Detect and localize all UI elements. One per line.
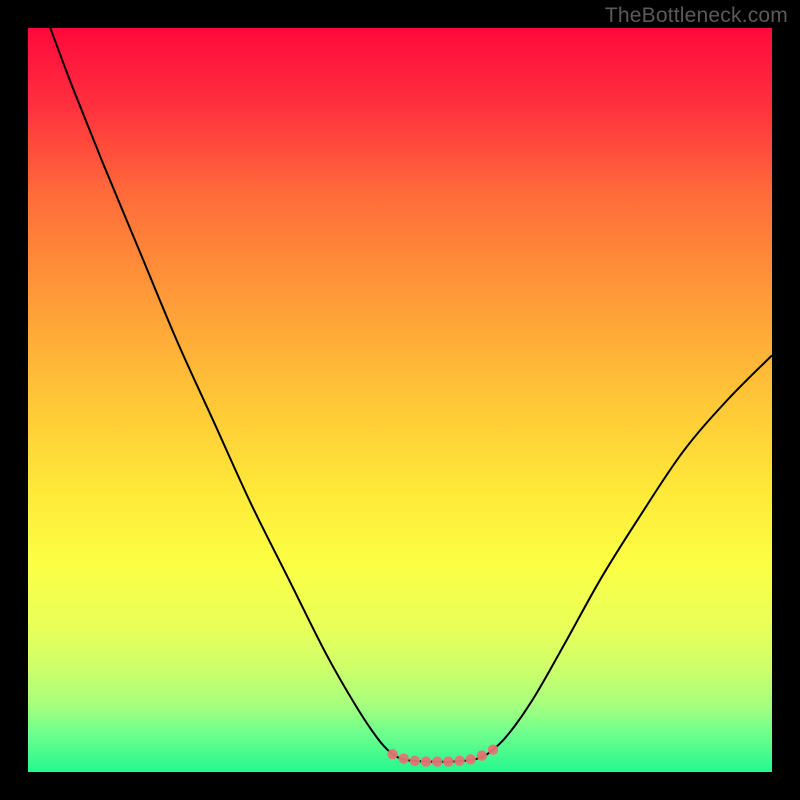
bottleneck-curve [50, 28, 772, 762]
frame-border-bottom [0, 772, 800, 800]
valley-marker [465, 754, 475, 764]
valley-marker [421, 756, 431, 766]
valley-marker-group [387, 744, 498, 766]
plot-area [28, 28, 772, 772]
valley-marker [432, 756, 442, 766]
valley-marker [443, 756, 453, 766]
valley-marker [488, 744, 498, 754]
valley-marker [399, 753, 409, 763]
chart-frame: TheBottleneck.com [0, 0, 800, 800]
watermark-text: TheBottleneck.com [605, 4, 788, 28]
valley-marker [477, 750, 487, 760]
valley-marker [454, 756, 464, 766]
valley-marker [387, 749, 397, 759]
valley-marker [410, 756, 420, 766]
frame-border-left [0, 0, 28, 800]
frame-border-right [772, 0, 800, 800]
chart-svg [28, 28, 772, 772]
